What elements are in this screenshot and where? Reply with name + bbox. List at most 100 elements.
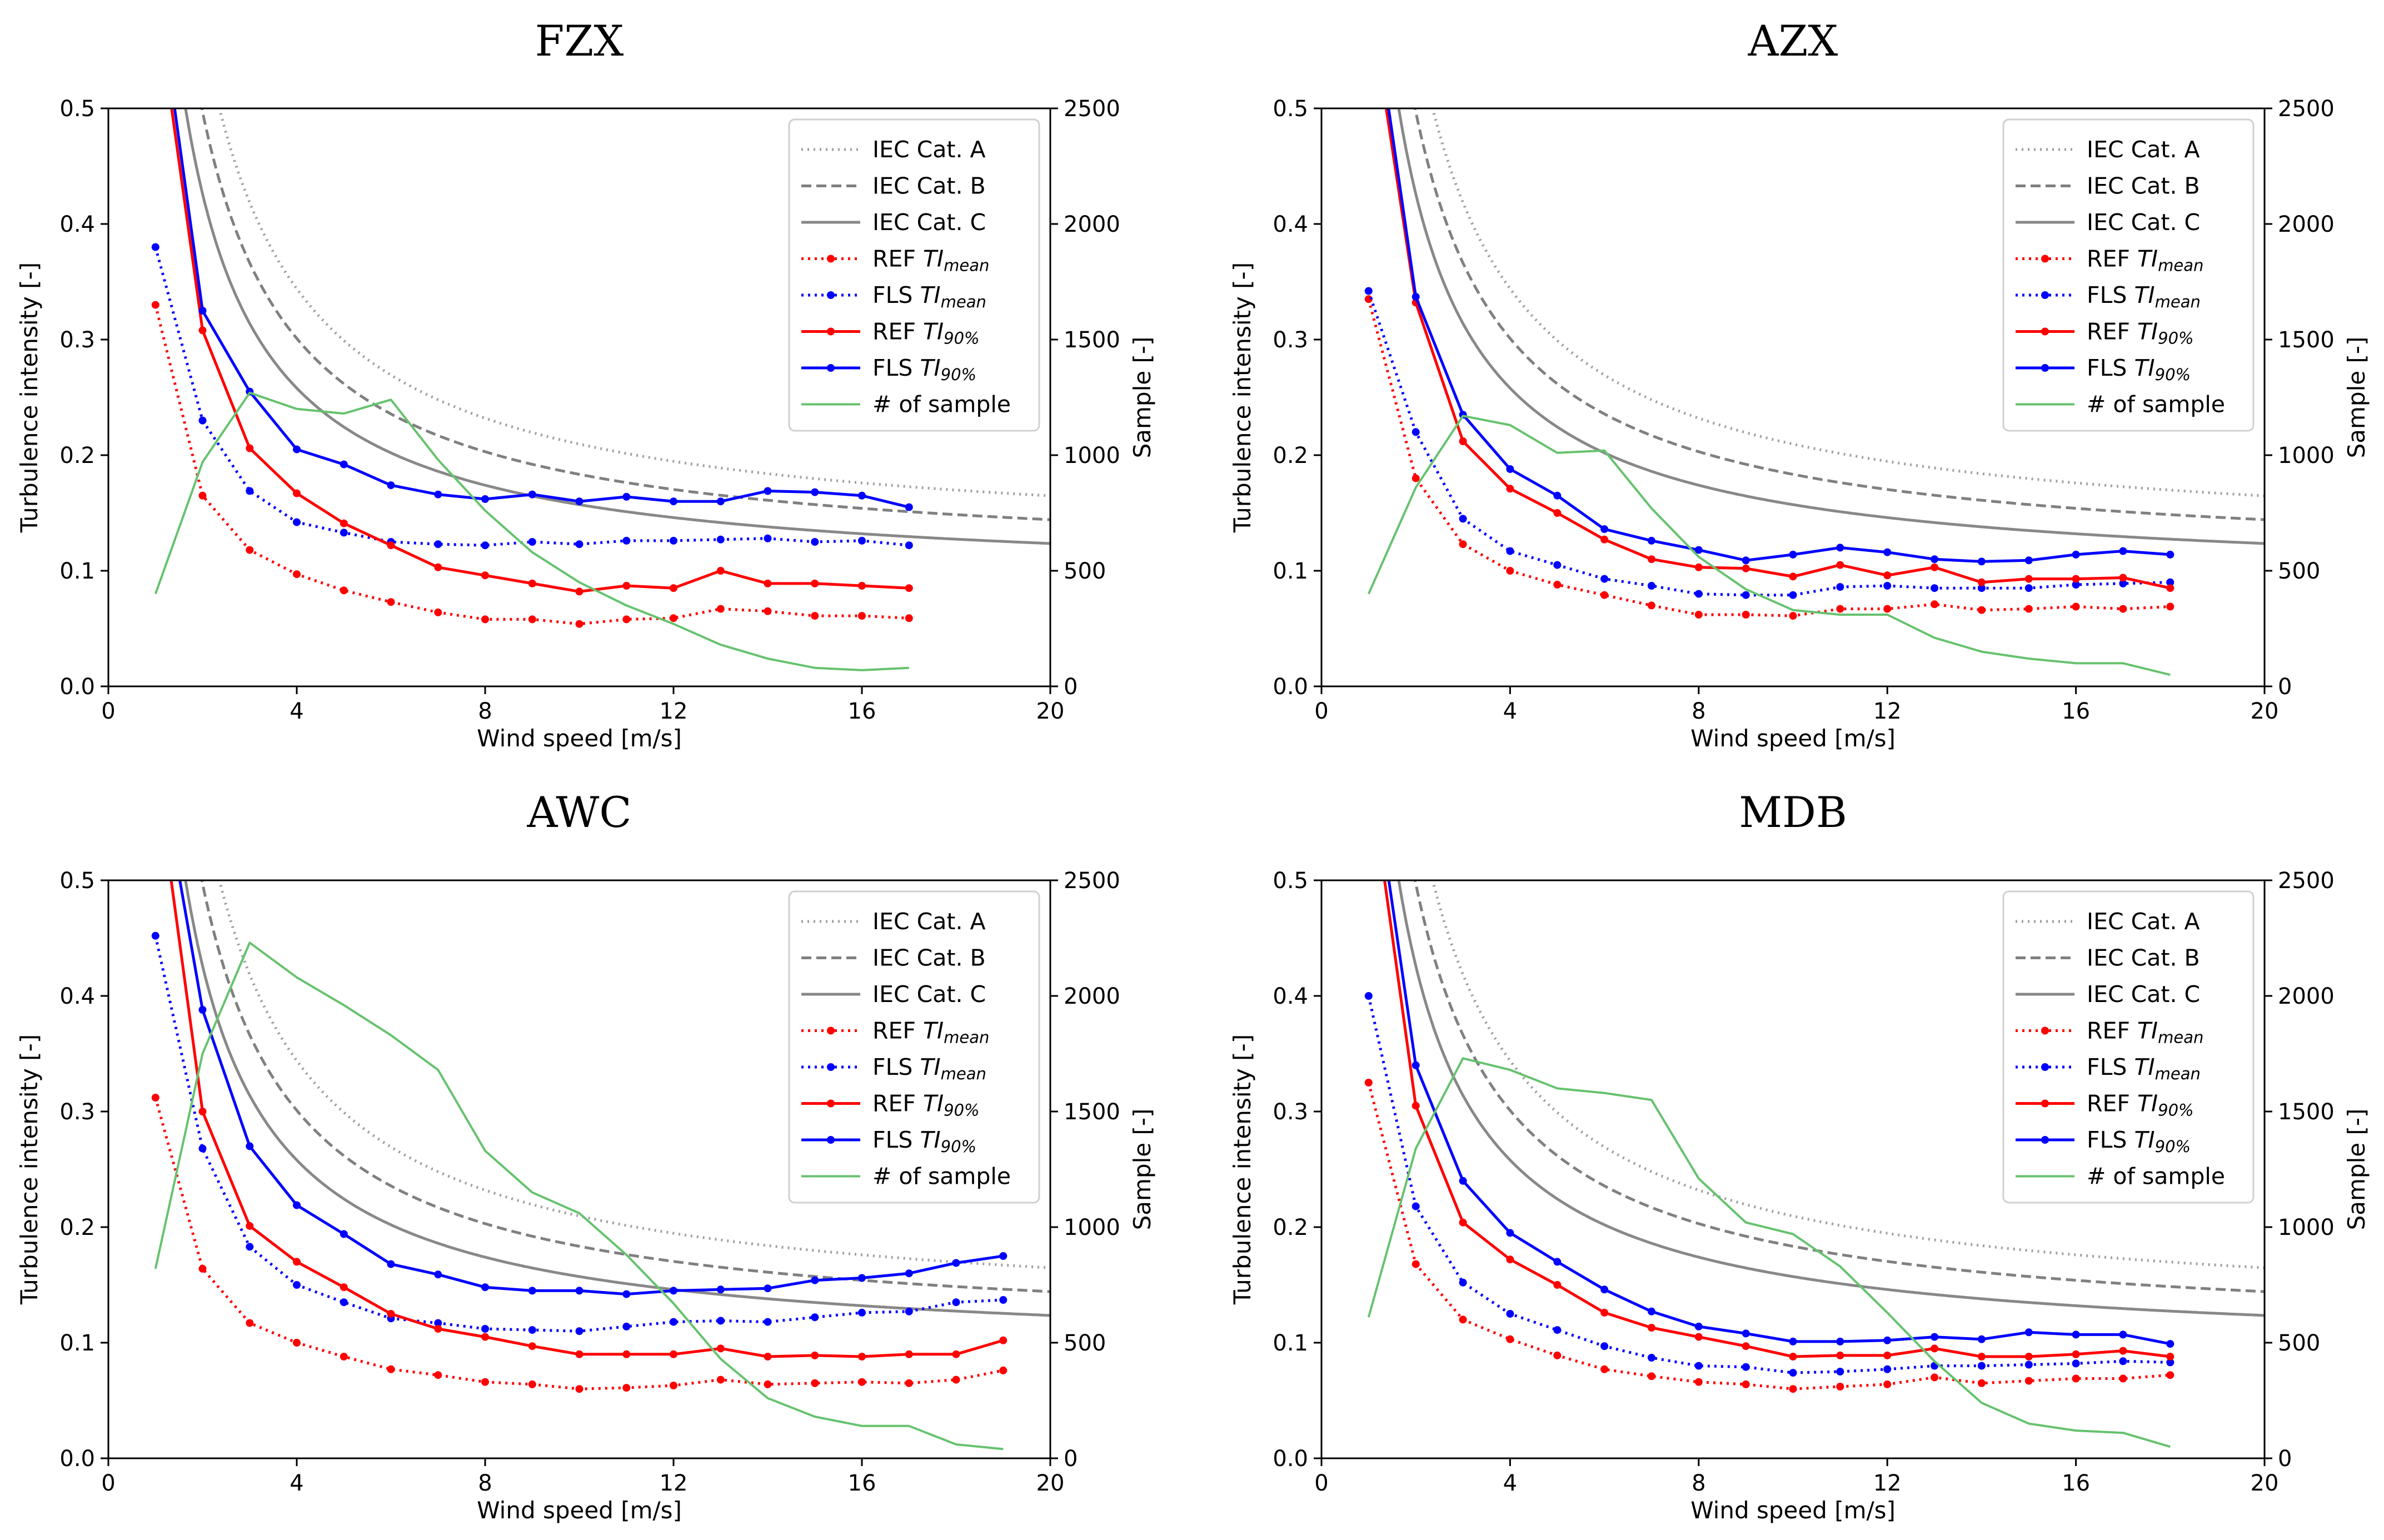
y2-tick-label: 2000 bbox=[2278, 984, 2335, 1009]
legend-label: IEC Cat. B bbox=[872, 173, 986, 200]
series-ref-mean-point bbox=[1931, 600, 1939, 609]
series-fls-90-point bbox=[1459, 1177, 1467, 1185]
y2-axis-label: Sample [-] bbox=[1129, 337, 1156, 458]
series-ref-90-point bbox=[1600, 1308, 1609, 1317]
series-fls-90-point bbox=[1365, 737, 1373, 745]
series-fls-90-point bbox=[198, 307, 207, 315]
y2-tick-label: 2500 bbox=[2278, 96, 2335, 122]
series-ref-90-point bbox=[2166, 584, 2174, 592]
series-ref-90-point bbox=[2024, 575, 2033, 583]
series-ref-mean-point bbox=[670, 614, 677, 622]
x-tick-label: 20 bbox=[2251, 1471, 2279, 1496]
y-tick-label: 0.1 bbox=[1273, 1330, 1308, 1356]
series-iec-c-line bbox=[1397, 880, 2265, 1317]
series-fls-mean-point bbox=[716, 535, 725, 544]
series-ref-mean-point bbox=[387, 1365, 395, 1373]
series-fls-90-point bbox=[434, 490, 442, 499]
series-fls-90-point bbox=[528, 490, 536, 499]
legend-label: REF TI90% bbox=[872, 1090, 980, 1120]
series-ref-90-point bbox=[1506, 485, 1514, 493]
series-fls-mean-point bbox=[2119, 579, 2127, 587]
series-fls-mean-point bbox=[528, 538, 536, 546]
legend-label: FLS TI90% bbox=[2087, 1127, 2191, 1156]
series-ref-mean-point bbox=[1742, 1380, 1750, 1388]
series-fls-mean-line bbox=[1367, 995, 2171, 1374]
panel-awc: AWC 0 4 8 12 16 20 0.0 0.1 0.2 0.3 0.4 0.5 0 500 1000 15… bbox=[16, 788, 1156, 1524]
y-tick-label: 0.0 bbox=[59, 1446, 95, 1472]
series-fls-90-point bbox=[905, 1269, 913, 1278]
series-fls-90-point bbox=[1647, 1307, 1655, 1315]
series-fls-90-point bbox=[1931, 1333, 1939, 1341]
series-fls-mean-point bbox=[2024, 1360, 2033, 1369]
series-fls-90-point bbox=[1836, 544, 1844, 552]
y2-tick-label: 0 bbox=[2278, 674, 2292, 700]
series-ref-90-point bbox=[528, 579, 536, 587]
series-fls-90-point bbox=[293, 1201, 301, 1209]
series-fls-90-point bbox=[1647, 536, 1655, 545]
legend-label: REF TI90% bbox=[2087, 318, 2194, 348]
series-ref-mean-point bbox=[1977, 1379, 1986, 1387]
series-fls-mean-point bbox=[481, 1325, 489, 1333]
series-iec-c-line bbox=[184, 108, 1050, 545]
axes-frame bbox=[1320, 107, 2266, 687]
series-fls-mean-point bbox=[1553, 1326, 1562, 1334]
x-tick-label: 4 bbox=[290, 699, 303, 724]
series-ref-mean-point bbox=[1742, 611, 1750, 619]
series-ref-90-point bbox=[1977, 578, 1986, 586]
y-tick-label: 0.3 bbox=[1273, 1099, 1308, 1125]
y2-tick-label: 1000 bbox=[2278, 443, 2335, 469]
series-ref-90-point bbox=[858, 582, 866, 590]
legend-marker bbox=[827, 291, 835, 299]
series-fls-mean-point bbox=[670, 1318, 677, 1326]
legend-label: REF TImean bbox=[2087, 1018, 2203, 1047]
series-fls-mean-line bbox=[154, 246, 910, 547]
series-ref-90-point bbox=[1742, 1342, 1750, 1350]
series-ref-90-point bbox=[575, 1350, 583, 1358]
series-ref-mean-point bbox=[1459, 540, 1467, 549]
y-tick-label: 0.1 bbox=[59, 559, 95, 584]
y2-tick-label: 2500 bbox=[1064, 96, 1120, 122]
panel-title: MDB bbox=[1739, 788, 1847, 837]
y2-tick-label: 500 bbox=[1064, 559, 1106, 584]
series-ref-90-point bbox=[1647, 555, 1655, 564]
series-fls-mean-point bbox=[1459, 1278, 1467, 1287]
series-ref-mean-point bbox=[1412, 1260, 1420, 1268]
series-fls-mean-point bbox=[1977, 1362, 1986, 1370]
series-iec-b-line bbox=[1413, 108, 2265, 521]
series-ref-mean-point bbox=[434, 608, 442, 616]
y-tick-label: 0.4 bbox=[59, 212, 95, 237]
series-ref-mean-point bbox=[340, 586, 348, 595]
series-fls-90-point bbox=[2119, 1330, 2127, 1339]
series-fls-mean-point bbox=[575, 540, 583, 549]
series-ref-90-point bbox=[999, 1336, 1008, 1344]
series-fls-mean-point bbox=[198, 416, 207, 425]
x-tick-label: 8 bbox=[1692, 1471, 1705, 1496]
series-fls-90-point bbox=[198, 1006, 207, 1014]
series-ref-mean-point bbox=[246, 1319, 254, 1327]
series-ref-mean-point bbox=[2119, 1374, 2127, 1383]
series-fls-mean-point bbox=[622, 536, 631, 545]
series-ref-90-point bbox=[2072, 575, 2080, 583]
x-axis-label: Wind speed [m/s] bbox=[477, 1497, 682, 1524]
legend-marker bbox=[2041, 1026, 2049, 1035]
series-fls-mean-point bbox=[905, 1307, 913, 1315]
legend-label: FLS TI90% bbox=[2087, 355, 2191, 384]
series-fls-90-point bbox=[2072, 550, 2080, 559]
y2-tick-label: 1500 bbox=[1064, 327, 1120, 353]
series-ref-mean-point bbox=[622, 615, 631, 624]
y2-tick-label: 2000 bbox=[1064, 984, 1120, 1009]
series-fls-90-point bbox=[858, 1274, 866, 1282]
legend-label: FLS TImean bbox=[872, 282, 986, 311]
series-ref-90-point bbox=[1977, 1353, 1986, 1360]
series-fls-90-point bbox=[999, 1252, 1008, 1260]
series-fls-mean-point bbox=[764, 1318, 772, 1326]
series-ref-mean-point bbox=[1412, 474, 1420, 482]
legend-label: # of sample bbox=[2087, 1163, 2225, 1190]
series-fls-mean-point bbox=[811, 1313, 819, 1322]
legend-box bbox=[2002, 118, 2255, 432]
series-ref-mean-point bbox=[481, 615, 489, 624]
legend-label: FLS TI90% bbox=[872, 355, 976, 384]
x-tick-label: 12 bbox=[1873, 1471, 1902, 1496]
y-tick-label: 0.3 bbox=[59, 1099, 95, 1125]
